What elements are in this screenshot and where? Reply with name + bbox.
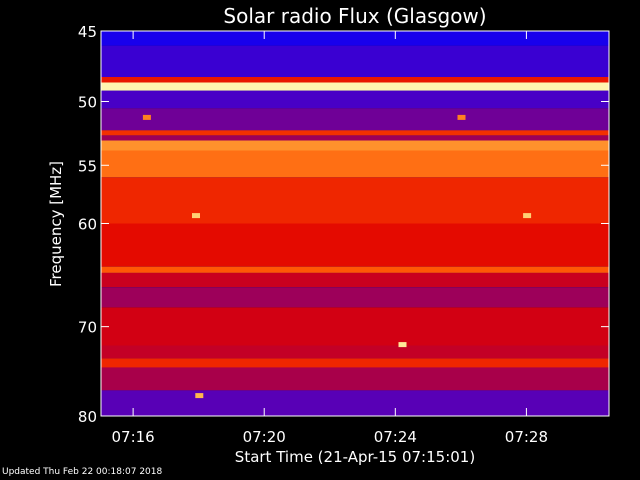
frequency-band-3 bbox=[101, 77, 609, 83]
frequency-band-20 bbox=[101, 390, 609, 416]
y-tick-label: 80 bbox=[78, 408, 97, 426]
frequency-band-18 bbox=[101, 358, 609, 368]
x-tick-label: 07:28 bbox=[505, 428, 548, 446]
y-tick-label: 50 bbox=[78, 94, 97, 112]
bright-spot-6 bbox=[457, 114, 466, 120]
updated-timestamp: Updated Thu Feb 22 00:18:07 2018 bbox=[2, 467, 163, 477]
x-tick-label: 07:16 bbox=[112, 428, 155, 446]
frequency-band-6 bbox=[101, 108, 609, 131]
frequency-band-12 bbox=[101, 223, 609, 267]
x-axis: 07:16 07:20 07:24 07:28 bbox=[112, 31, 548, 446]
y-axis: 45 50 55 60 70 80 bbox=[78, 23, 609, 426]
frequency-band-2 bbox=[101, 45, 609, 77]
frequency-band-7 bbox=[101, 130, 609, 136]
frequency-band-16 bbox=[101, 307, 609, 346]
bright-spot-1 bbox=[192, 213, 200, 219]
frequency-band-8 bbox=[101, 135, 609, 141]
y-tick-label: 60 bbox=[78, 216, 97, 234]
frequency-band-11 bbox=[101, 177, 609, 224]
frequency-band-5 bbox=[101, 90, 609, 109]
bright-spot-4 bbox=[195, 393, 204, 399]
y-tick-label: 45 bbox=[78, 23, 97, 41]
chart-title: Solar radio Flux (Glasgow) bbox=[223, 4, 486, 28]
frequency-band-13 bbox=[101, 266, 609, 273]
frequency-band-9 bbox=[101, 140, 609, 151]
x-tick-label: 07:20 bbox=[243, 428, 286, 446]
frequency-band-4 bbox=[101, 82, 609, 91]
bright-spot-3 bbox=[398, 342, 407, 348]
frequency-band-10 bbox=[101, 150, 609, 178]
frequency-band-17 bbox=[101, 345, 609, 359]
plot-area bbox=[100, 30, 610, 417]
y-tick-label: 70 bbox=[78, 319, 97, 337]
bright-spot-2 bbox=[523, 213, 532, 219]
frequency-band-19 bbox=[101, 367, 609, 391]
x-tick-label: 07:24 bbox=[374, 428, 417, 446]
bright-spot-5 bbox=[142, 114, 151, 120]
y-axis-label: Frequency [MHz] bbox=[47, 161, 65, 287]
frequency-band-1 bbox=[101, 31, 609, 46]
y-tick-label: 55 bbox=[78, 157, 97, 175]
x-axis-label: Start Time (21-Apr-15 07:15:01) bbox=[235, 448, 475, 466]
frequency-band-15 bbox=[101, 287, 609, 308]
frequency-band-14 bbox=[101, 272, 609, 288]
